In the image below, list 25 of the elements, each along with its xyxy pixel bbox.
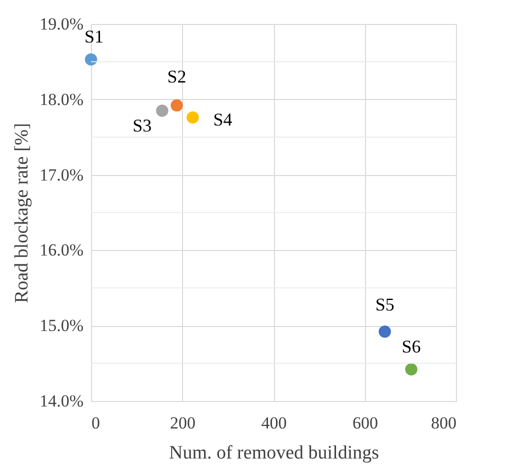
series-label: S5 (375, 294, 394, 315)
point (186, 111, 199, 124)
x-tick-label: 400 (261, 414, 287, 432)
series-label: S2 (167, 66, 186, 86)
point (156, 104, 168, 117)
series-label: S4 (213, 109, 232, 130)
x-tick-label: 0 (92, 414, 100, 432)
y-tick-label: 19.0% (40, 14, 84, 34)
y-tick-label: 18.0% (40, 90, 84, 109)
point (84, 53, 98, 66)
series-label: S1 (84, 26, 104, 46)
x-tick-label: 800 (431, 414, 456, 432)
y-tick-label: 14.0% (40, 392, 84, 410)
y-tick-label: 17.0% (40, 165, 84, 184)
point (170, 99, 183, 112)
point (405, 363, 418, 376)
x-tick-label: 200 (170, 414, 196, 432)
series-label: S6 (402, 336, 421, 356)
y-tick-label: 15.0% (40, 316, 84, 336)
point (378, 326, 391, 338)
x-axis-title: Num. of removed buildings (168, 442, 380, 464)
x-tick-label: 600 (352, 414, 378, 432)
y-tick-label: 16.0% (40, 240, 84, 260)
y-axis-title: Road blockage rate [%] (12, 123, 33, 303)
series-label: S3 (132, 116, 152, 136)
